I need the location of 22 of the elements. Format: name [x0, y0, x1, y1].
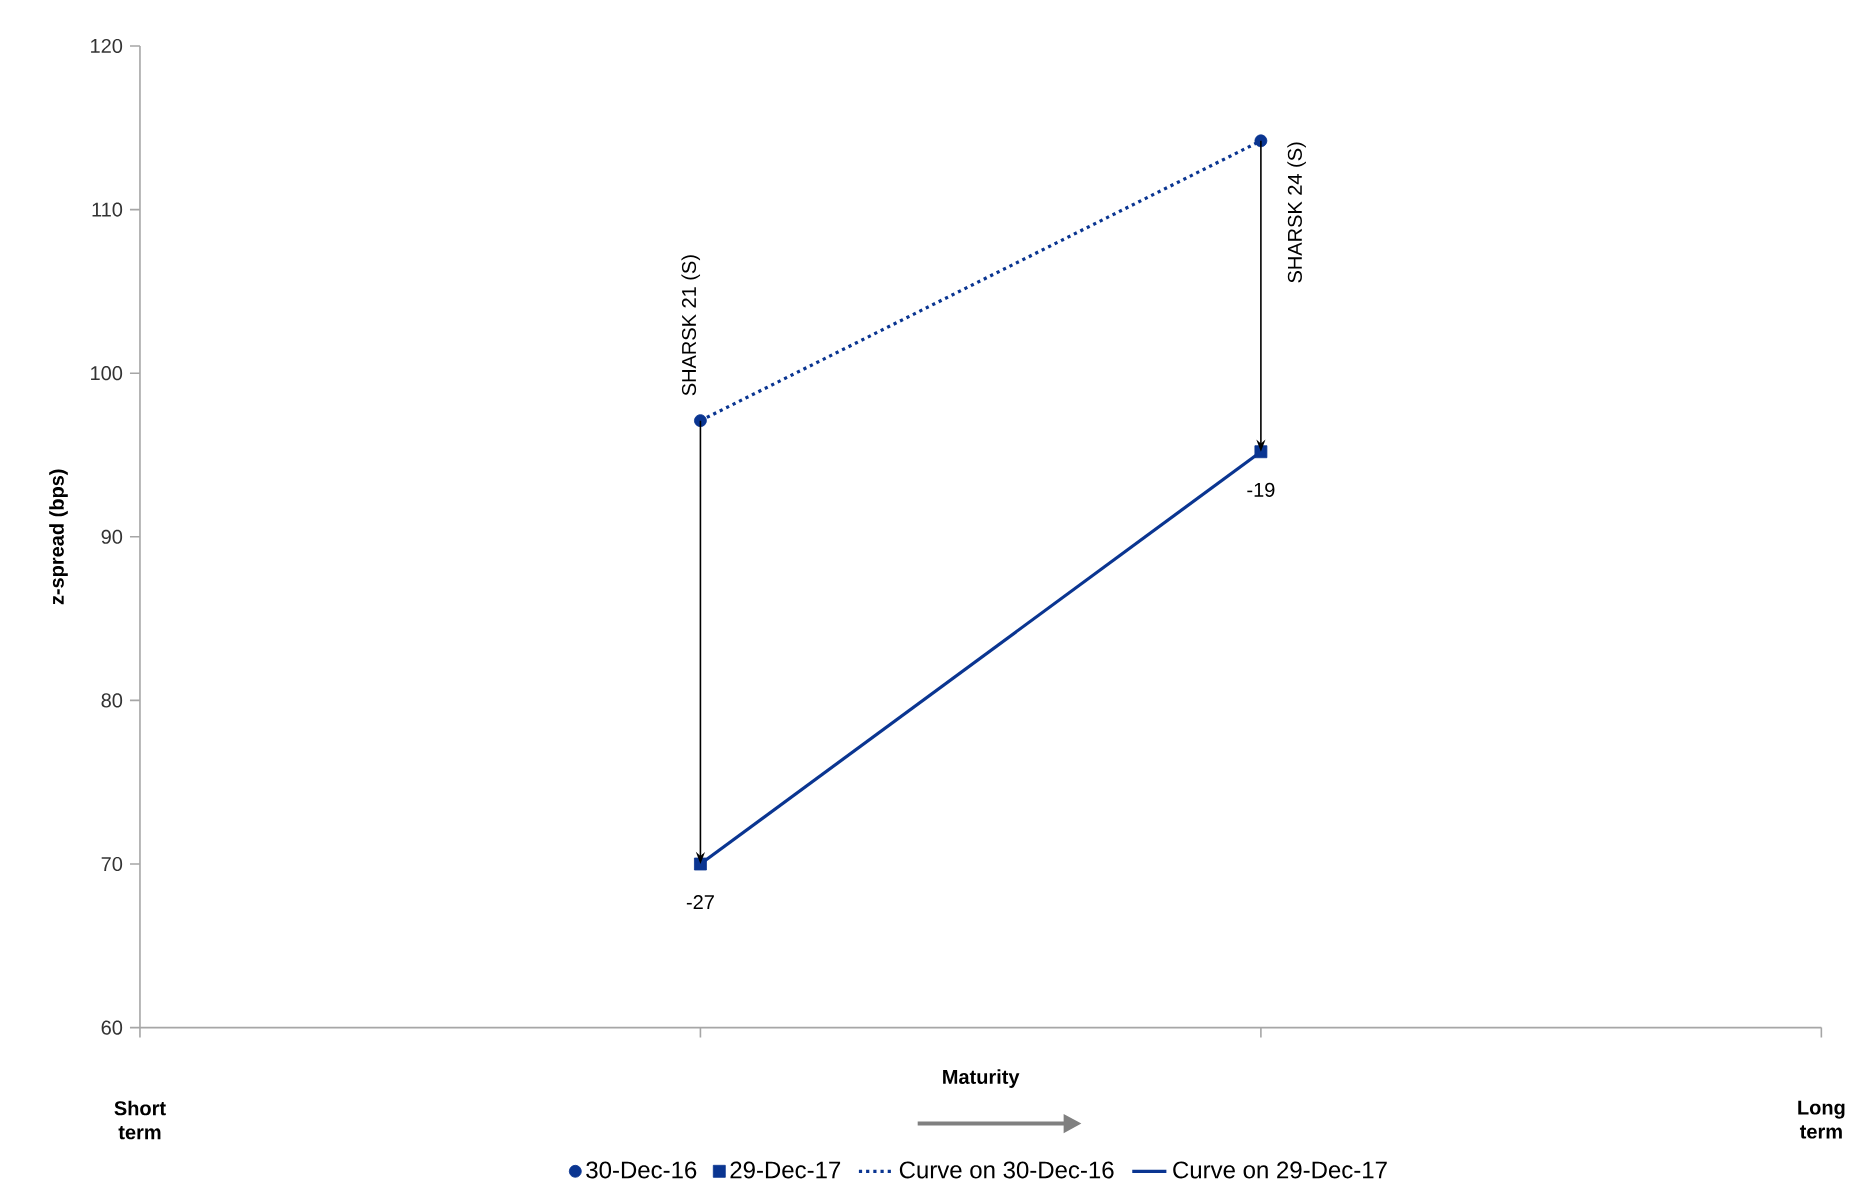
legend-label: Curve on 29-Dec-17	[1173, 1161, 1387, 1179]
y-tick-label: 70	[101, 857, 123, 872]
annotation: -19	[1247, 483, 1275, 498]
legend-label: 30-Dec-16	[586, 1161, 697, 1179]
annotation: SHARSK 24 (S)	[1287, 142, 1306, 283]
annotation: -27	[686, 895, 714, 910]
y-tick-label: 90	[101, 529, 123, 545]
legend-label: Curve on 30-Dec-16	[899, 1161, 1114, 1179]
legend-label: 29-Dec-17	[730, 1161, 841, 1179]
x-tick-label: Long term	[1798, 1100, 1845, 1139]
annotation: SHARSK 21 (S)	[681, 255, 701, 396]
point	[1254, 445, 1268, 459]
point	[694, 414, 707, 428]
x-axis-title: Maturity	[943, 1069, 1020, 1089]
y-tick-label: 110	[92, 202, 123, 217]
y-tick-label: 60	[101, 1020, 123, 1035]
point	[694, 857, 707, 871]
x-tick-label: Short term	[114, 1100, 166, 1140]
y-tick-label: 80	[101, 693, 123, 708]
y-axis-title: z-spread (bps)	[49, 469, 68, 605]
y-tick-label: 100	[91, 366, 123, 381]
y-tick-label: 120	[91, 39, 123, 54]
